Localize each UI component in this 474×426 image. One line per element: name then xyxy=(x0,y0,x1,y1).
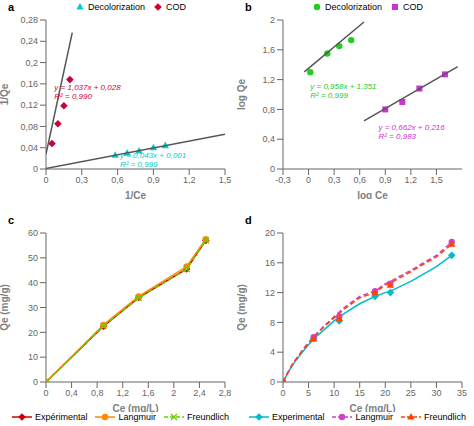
svg-text:30: 30 xyxy=(28,303,38,313)
svg-text:0,9: 0,9 xyxy=(147,175,160,185)
svg-text:0: 0 xyxy=(43,175,48,185)
svg-text:0,24: 0,24 xyxy=(20,36,38,46)
html-text:b: b xyxy=(245,1,252,13)
svg-text:Ce (mg/L): Ce (mg/L) xyxy=(112,403,158,412)
svg-text:0,4: 0,4 xyxy=(65,388,78,398)
svg-text:log Ce: log Ce xyxy=(357,190,388,199)
svg-text:2,4: 2,4 xyxy=(193,388,206,398)
svg-text:20: 20 xyxy=(28,328,38,338)
svg-text:2,8: 2,8 xyxy=(219,388,232,398)
svg-text:10: 10 xyxy=(329,388,339,398)
svg-text:1,5: 1,5 xyxy=(430,175,443,185)
svg-text:0: 0 xyxy=(306,175,311,185)
svg-text:0,3: 0,3 xyxy=(76,175,89,185)
html-text:Experimental: Experimental xyxy=(271,412,325,422)
svg-text:2: 2 xyxy=(270,15,275,25)
svg-text:0: 0 xyxy=(270,377,275,387)
svg-text:5: 5 xyxy=(306,388,311,398)
svg-text:log Qe: log Qe xyxy=(237,79,247,111)
svg-text:1,5: 1,5 xyxy=(219,175,232,185)
html-text:COD: COD xyxy=(403,2,423,12)
html-text:Langmuir: Langmuir xyxy=(355,412,393,422)
svg-text:Qe (mg/g): Qe (mg/g) xyxy=(237,284,247,331)
svg-text:y = 0,662x + 0,216R² = 0,983: y = 0,662x + 0,216R² = 0,983 xyxy=(377,123,445,141)
svg-text:30: 30 xyxy=(431,388,441,398)
svg-text:0: 0 xyxy=(33,377,38,387)
html-text:Expérimental: Expérimental xyxy=(34,412,88,422)
svg-text:0,16: 0,16 xyxy=(20,79,38,89)
svg-text:y = 1,037x + 0,028R² = 0,990: y = 1,037x + 0,028R² = 0,990 xyxy=(53,83,121,101)
html-text:Decolorization: Decolorization xyxy=(325,2,382,12)
svg-text:0,6: 0,6 xyxy=(353,175,366,185)
svg-text:12: 12 xyxy=(265,288,275,298)
svg-text:0,28: 0,28 xyxy=(20,15,38,25)
svg-text:0,3: 0,3 xyxy=(328,175,341,185)
svg-text:1/Qe: 1/Qe xyxy=(8,83,10,105)
svg-text:35: 35 xyxy=(457,388,466,398)
html-text:Langmuir: Langmuir xyxy=(118,412,156,422)
svg-text:1,2: 1,2 xyxy=(116,388,129,398)
svg-text:0,4: 0,4 xyxy=(262,134,275,144)
svg-text:60: 60 xyxy=(28,228,38,238)
svg-text:0,08: 0,08 xyxy=(20,122,38,132)
html-text:COD: COD xyxy=(166,2,186,12)
svg-text:y = 0,043x + 0,001R² = 0,999: y = 0,043x + 0,001R² = 0,999 xyxy=(119,151,186,169)
svg-text:Qe (mg/g): Qe (mg/g) xyxy=(8,284,10,331)
svg-text:1,2: 1,2 xyxy=(405,175,418,185)
svg-text:0,6: 0,6 xyxy=(111,175,124,185)
svg-text:1,6: 1,6 xyxy=(142,388,155,398)
svg-text:0,9: 0,9 xyxy=(379,175,392,185)
svg-text:Ce (mg/L): Ce (mg/L) xyxy=(349,403,395,412)
svg-text:0,8: 0,8 xyxy=(91,388,104,398)
svg-text:1/Ce: 1/Ce xyxy=(125,190,147,199)
svg-text:4: 4 xyxy=(270,347,275,357)
svg-text:0,04: 0,04 xyxy=(20,143,38,153)
html-text:Freundlich: Freundlich xyxy=(424,412,466,422)
svg-text:50: 50 xyxy=(28,253,38,263)
svg-text:0,2: 0,2 xyxy=(25,58,38,68)
html-text:d: d xyxy=(245,214,252,226)
svg-text:25: 25 xyxy=(406,388,416,398)
svg-text:1,2: 1,2 xyxy=(262,75,275,85)
svg-text:10: 10 xyxy=(28,352,38,362)
svg-text:0: 0 xyxy=(280,388,285,398)
svg-text:0: 0 xyxy=(270,164,275,174)
html-text:Freundlich: Freundlich xyxy=(187,412,229,422)
svg-text:16: 16 xyxy=(265,258,275,268)
svg-text:2: 2 xyxy=(171,388,176,398)
svg-text:0: 0 xyxy=(33,164,38,174)
svg-text:0,8: 0,8 xyxy=(262,105,275,115)
html-text:Decolorization: Decolorization xyxy=(88,2,145,12)
svg-text:-0,3: -0,3 xyxy=(275,175,291,185)
svg-text:8: 8 xyxy=(270,318,275,328)
svg-text:20: 20 xyxy=(380,388,390,398)
svg-text:0,12: 0,12 xyxy=(20,100,38,110)
svg-text:y = 0,958x + 1,351R² = 0,999: y = 0,958x + 1,351R² = 0,999 xyxy=(309,82,376,100)
html-text:c: c xyxy=(8,214,15,226)
svg-text:15: 15 xyxy=(355,388,365,398)
svg-text:0: 0 xyxy=(43,388,48,398)
html-text:a: a xyxy=(8,1,15,13)
svg-text:40: 40 xyxy=(28,278,38,288)
svg-text:1,6: 1,6 xyxy=(262,45,275,55)
svg-text:20: 20 xyxy=(265,228,275,238)
svg-text:1,2: 1,2 xyxy=(183,175,196,185)
